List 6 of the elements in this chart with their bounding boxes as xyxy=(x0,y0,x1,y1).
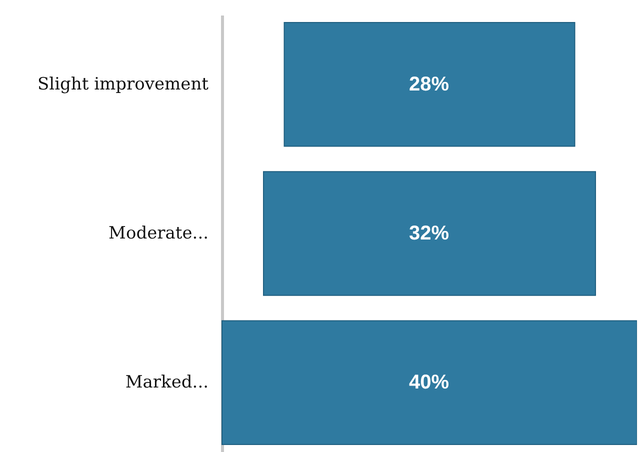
data-label: 32% xyxy=(408,222,450,244)
category-label: Marked... xyxy=(125,372,208,393)
category-label: Moderate... xyxy=(108,224,208,244)
category-label: Slight improvement xyxy=(37,74,209,94)
data-label: 40% xyxy=(408,372,450,394)
data-label: 28% xyxy=(408,73,450,96)
